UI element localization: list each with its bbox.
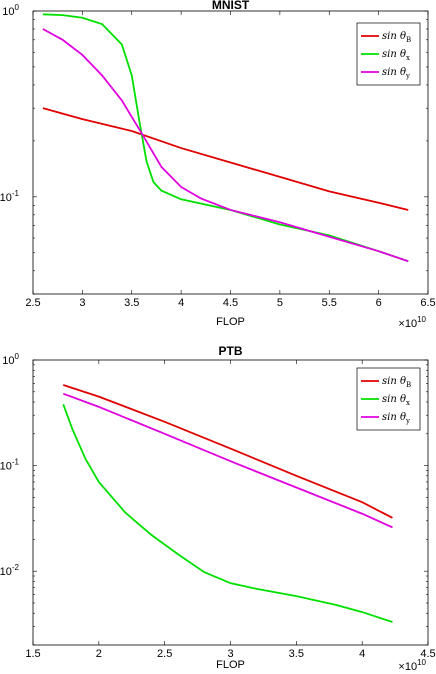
series-line-x bbox=[42, 13, 409, 263]
chart-title: MNIST bbox=[212, 0, 250, 12]
legend-label-B: sin θB bbox=[382, 31, 411, 44]
legend: sin θB sin θx sin θy bbox=[356, 22, 421, 86]
chart-1: PTB 1.5 2 2.5 3 3.5 4 4.5 10-2 10-1 100 FLOP ×1010 si… bbox=[0, 344, 436, 673]
legend-label-y: sin θy bbox=[382, 67, 410, 80]
chart-0: MNIST 2.5 3 3.5 4 4.5 5 5.5 6 6.5 10-1 100 FLOP ×1010… bbox=[0, 0, 436, 330]
chart-title: PTB bbox=[219, 344, 243, 358]
x-axis-label: FLOP bbox=[216, 316, 245, 328]
x-tick-label: 5.5 bbox=[322, 297, 337, 309]
x-tick-label: 2.5 bbox=[25, 297, 40, 309]
series-line-B bbox=[62, 384, 393, 519]
x-tick-label: 5 bbox=[277, 297, 283, 309]
x-tick-label: 2 bbox=[96, 648, 102, 660]
legend-label-x: sin θx bbox=[382, 394, 410, 407]
legend-label-y: sin θy bbox=[382, 412, 410, 425]
legend: sin θB sin θx sin θy bbox=[356, 367, 421, 431]
x-tick-label: 4.5 bbox=[420, 648, 435, 660]
legend-label-x: sin θx bbox=[382, 49, 410, 62]
legend-label-B: sin θB bbox=[382, 376, 411, 389]
y-tick-label: 10-2 bbox=[0, 563, 20, 578]
series-line-y bbox=[42, 28, 409, 263]
x-tick-label: 3.5 bbox=[289, 648, 304, 660]
y-tick-label: 10-1 bbox=[0, 458, 20, 473]
x-tick-label: 3 bbox=[227, 648, 233, 660]
series-line-B bbox=[42, 107, 409, 211]
x-tick-label: 4 bbox=[359, 648, 365, 660]
y-tick-label: 10-1 bbox=[0, 189, 20, 204]
x-multiplier: ×1010 bbox=[398, 315, 426, 330]
x-tick-label: 6.5 bbox=[420, 297, 435, 309]
x-tick-label: 3 bbox=[79, 297, 85, 309]
x-tick-label: 6 bbox=[376, 297, 382, 309]
x-tick-label: 1.5 bbox=[25, 648, 40, 660]
x-axis-label: FLOP bbox=[216, 659, 245, 671]
y-tick-label: 100 bbox=[2, 3, 19, 18]
x-tick-label: 3.5 bbox=[124, 297, 139, 309]
x-tick-label: 2.5 bbox=[157, 648, 172, 660]
x-tick-label: 4 bbox=[178, 297, 184, 309]
series-line-x bbox=[62, 404, 393, 623]
x-multiplier: ×1010 bbox=[398, 658, 426, 673]
x-tick-label: 4.5 bbox=[223, 297, 238, 309]
y-tick-label: 100 bbox=[2, 352, 19, 367]
series-line-y bbox=[62, 392, 393, 529]
